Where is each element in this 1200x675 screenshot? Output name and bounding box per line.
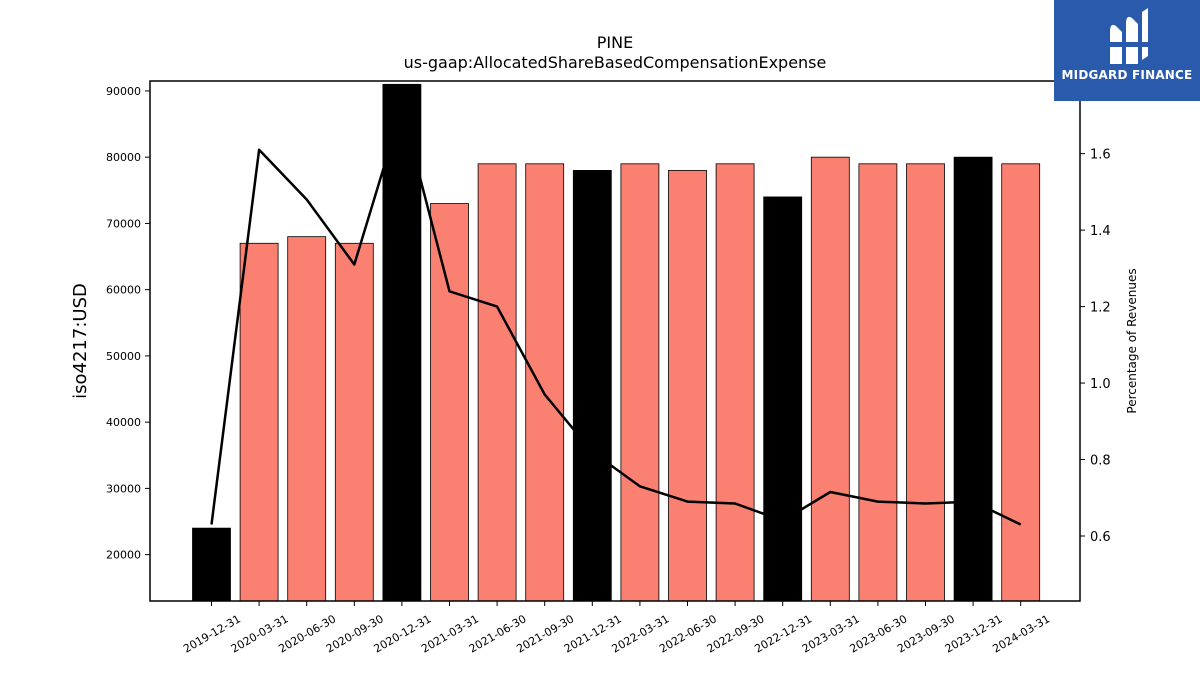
y2-tick-label: 0.6 [1090,530,1111,545]
bar-2022-09-30 [715,163,755,602]
bar-2024-03-31 [1001,163,1041,602]
y-axis-label: iso4217:USD [70,283,91,399]
y-tick-label: 60000 [106,284,141,297]
y2-tick-label: 0.8 [1090,454,1111,469]
bar-2020-12-31 [382,83,422,602]
logo-mark-icon [1110,8,1148,64]
bar-2022-12-31 [763,196,803,602]
y-tick-label: 30000 [106,482,141,495]
y-tick-label: 90000 [106,85,141,98]
bar-2021-03-31 [430,203,469,602]
y2-axis: 0.6 0.8 1.0 1.2 1.4 1.6 [1080,148,1111,545]
y2-axis-label: Percentage of Revenues [1125,268,1139,413]
bar-2021-06-30 [477,163,517,602]
bar-2021-09-30 [525,163,565,602]
bar-2023-12-31 [953,156,993,602]
y2-tick-label: 1.6 [1090,148,1111,163]
bar-2022-03-31 [620,163,660,602]
bar-2022-06-30 [668,170,707,602]
line-group [210,106,1022,526]
chart-title: PINE [597,33,633,52]
y-tick-label: 80000 [106,151,141,164]
y2-tick-label: 1.2 [1090,301,1111,316]
y-tick-label: 70000 [106,217,141,230]
y-tick-label: 50000 [106,350,141,363]
bar-2019-12-31 [192,527,231,602]
brand-logo: MIDGARD FINANCE [1054,0,1200,101]
y-axis: 20000 30000 40000 50000 60000 70000 80000 90000 [106,85,150,562]
x-axis: 2019-12-312020-03-312020-06-302020-09-30… [181,601,1052,656]
bar-2023-06-30 [858,163,898,602]
y2-tick-label: 1.4 [1090,224,1111,239]
y2-tick-label: 1.0 [1090,377,1111,392]
bar-group [192,83,1041,602]
series-line-percentage [210,106,1022,526]
bar-2020-09-30 [334,242,374,602]
y-tick-label: 20000 [106,549,141,562]
bar-2021-12-31 [572,170,612,602]
bar-2023-09-30 [906,163,945,602]
bar-2023-03-31 [810,156,850,602]
bar-2020-03-31 [239,242,279,602]
logo-text: MIDGARD FINANCE [1061,68,1193,82]
chart-subtitle: us-gaap:AllocatedShareBasedCompensationE… [404,53,827,72]
y-tick-label: 40000 [106,416,141,429]
plot-frame [149,80,1081,602]
bar-2020-06-30 [287,236,327,602]
